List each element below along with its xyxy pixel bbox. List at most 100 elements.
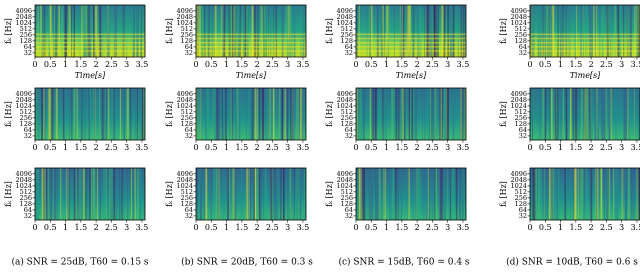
spectrogram-texture (95, 88, 96, 140)
x-tick-label: 1.5 (395, 143, 408, 152)
spectrogram-texture (383, 168, 384, 220)
x-tick-label: 1 (558, 143, 563, 152)
spectrogram-texture (400, 5, 401, 57)
spectrogram-texture (401, 168, 402, 220)
spectrogram-texture (100, 168, 101, 220)
spectrogram-texture (373, 88, 374, 140)
spectrogram-texture (634, 5, 635, 57)
x-tick-label: 2 (94, 223, 99, 232)
x-tick-label: 3.5 (136, 60, 149, 69)
spectrogram-texture (142, 88, 143, 140)
spectrogram-texture (636, 168, 637, 220)
spectrogram-texture (609, 168, 610, 220)
x-tick-label: 0 (193, 223, 198, 232)
spectrogram-texture (444, 5, 446, 57)
spectrogram-texture (66, 168, 67, 220)
x-tick-label: 3 (445, 143, 450, 152)
x-tick-label: 0 (527, 143, 532, 152)
x-tick-label: 2 (415, 223, 420, 232)
spectrogram-texture (112, 88, 114, 140)
spectrogram-texture (297, 168, 298, 220)
spectrogram-texture (231, 88, 232, 140)
x-tick-label: 2.5 (426, 143, 439, 152)
spectrogram-texture (574, 168, 576, 220)
spectrogram-texture (280, 168, 281, 220)
spectrogram-texture (375, 88, 377, 140)
spectrogram-texture (277, 168, 278, 220)
spectrogram-texture (359, 168, 361, 220)
spectrogram-texture (51, 88, 52, 140)
spectrogram-texture (106, 168, 107, 220)
spectrogram-texture (578, 168, 579, 220)
spectrogram-texture (533, 168, 535, 220)
spectrogram-texture (447, 168, 448, 220)
spectrogram-texture (216, 168, 218, 220)
x-tick-label: 3.5 (136, 223, 149, 232)
x-tick-label: 1 (384, 143, 389, 152)
spectrogram-texture (370, 88, 371, 140)
spectrogram-texture (530, 46, 640, 48)
spectrogram-texture (271, 168, 273, 220)
spectrogram-texture (583, 168, 584, 220)
spectrogram-texture (259, 168, 260, 220)
x-tick-label: 3.5 (457, 223, 470, 232)
spectrogram-texture (431, 5, 433, 57)
spectrogram-texture (542, 88, 544, 140)
spectrogram-texture (545, 88, 546, 140)
spectrogram-texture (219, 88, 221, 140)
spectrogram-texture (543, 5, 544, 57)
spectrogram-texture (101, 5, 102, 57)
spectrogram-texture (578, 88, 579, 140)
spectrogram-texture (253, 168, 254, 220)
spectrogram-texture (105, 88, 106, 140)
y-axis-label: fₖ [Hz] (4, 18, 13, 44)
spectrogram-texture (437, 5, 438, 57)
spectrogram-texture (545, 5, 546, 57)
spectrogram-texture (530, 34, 640, 36)
y-axis-label: fₖ [Hz] (499, 18, 508, 44)
spectrogram-texture (625, 88, 627, 140)
spectrogram-texture (557, 88, 558, 140)
spectrogram-texture (239, 5, 240, 57)
spectrogram-texture (557, 168, 558, 220)
spectrogram-texture (439, 88, 440, 140)
x-axis-label: Time[s] (236, 71, 267, 80)
spectrogram-texture (590, 88, 592, 140)
spectrogram-texture (421, 168, 422, 220)
spectrogram-texture (636, 5, 638, 57)
x-tick-label: 1.5 (74, 223, 87, 232)
x-tick-label: 0.5 (205, 223, 218, 232)
x-tick-label: 2.5 (105, 60, 118, 69)
spectrogram-texture (357, 168, 359, 220)
spectrogram-texture (262, 5, 263, 57)
spectrogram-texture (447, 88, 449, 140)
x-tick-label: 1 (558, 223, 563, 232)
spectrogram-texture (44, 88, 45, 140)
spectrogram-texture (38, 5, 39, 57)
spectrogram-texture (99, 5, 100, 57)
spectrogram-texture (254, 5, 256, 57)
spectrogram-texture (547, 5, 549, 57)
spectrogram-texture (124, 88, 125, 140)
spectrogram-texture (90, 168, 91, 220)
x-tick-label: 1 (224, 143, 229, 152)
spectrogram-texture (379, 88, 380, 140)
spectrogram-texture (205, 5, 206, 57)
spectrogram-texture (533, 5, 535, 57)
spectrogram-texture (460, 88, 462, 140)
x-tick-label: 2 (589, 223, 594, 232)
spectrogram-texture (116, 5, 117, 57)
spectrogram-texture (456, 168, 458, 220)
spectrogram-texture (42, 5, 43, 57)
spectrogram-texture (402, 5, 403, 57)
spectrogram-texture (207, 88, 209, 140)
spectrogram-texture (138, 88, 139, 140)
spectrogram-texture (246, 88, 247, 140)
x-tick-label: 1.5 (235, 223, 248, 232)
spectrogram-texture (54, 168, 56, 220)
spectrogram-texture (563, 88, 564, 140)
spectrogram-texture (623, 5, 624, 57)
x-tick-label: 0.5 (205, 60, 218, 69)
